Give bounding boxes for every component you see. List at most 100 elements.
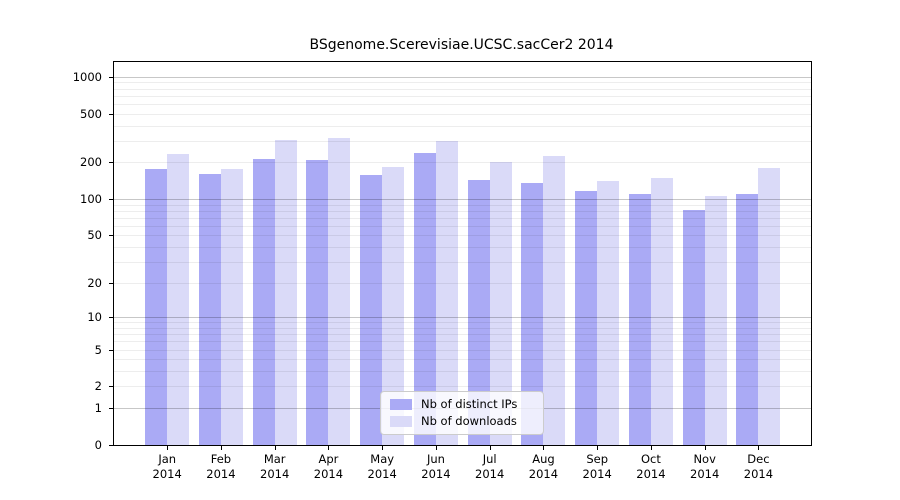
y-tick bbox=[109, 199, 113, 201]
bar-downloads-feb bbox=[220, 168, 243, 445]
y-tick bbox=[109, 445, 113, 446]
x-tick-label-may: May 2014 bbox=[367, 452, 397, 481]
x-tick bbox=[435, 446, 437, 450]
bar-distinct-ips-aug bbox=[521, 182, 544, 445]
gridline-minor bbox=[114, 235, 811, 237]
x-tick bbox=[328, 446, 330, 450]
gridline-minor bbox=[114, 225, 811, 227]
bar-downloads-dec bbox=[758, 167, 781, 445]
y-tick bbox=[109, 349, 113, 351]
bar-distinct-ips-apr bbox=[306, 159, 329, 445]
y-tick-label-2: 2 bbox=[94, 379, 102, 394]
gridline-minor bbox=[114, 282, 811, 284]
gridline-minor bbox=[114, 386, 811, 388]
gridline-major bbox=[114, 76, 811, 78]
bar-distinct-ips-may bbox=[360, 174, 383, 445]
bar-downloads-jun bbox=[435, 140, 458, 445]
y-tick-label-200: 200 bbox=[80, 155, 102, 170]
gridline-minor bbox=[114, 261, 811, 263]
x-tick-label-jun: Jun 2014 bbox=[421, 452, 451, 481]
bar-downloads-oct bbox=[650, 178, 673, 445]
gridline-minor bbox=[114, 327, 811, 329]
x-tick bbox=[650, 446, 652, 450]
bar-downloads-sep bbox=[597, 181, 620, 445]
bar-distinct-ips-mar bbox=[252, 159, 275, 445]
x-tick bbox=[382, 446, 384, 450]
gridline-minor bbox=[114, 217, 811, 219]
bar-downloads-nov bbox=[704, 196, 727, 445]
gridline-minor bbox=[114, 322, 811, 324]
y-tick bbox=[109, 113, 113, 115]
bar-distinct-ips-jul bbox=[467, 180, 490, 445]
bar-distinct-ips-nov bbox=[682, 209, 705, 445]
bar-downloads-jul bbox=[489, 161, 512, 445]
y-tick-label-20: 20 bbox=[87, 275, 102, 290]
y-tick-label-500: 500 bbox=[80, 106, 102, 121]
y-tick-label-5: 5 bbox=[94, 342, 102, 357]
x-tick bbox=[704, 446, 706, 450]
bar-distinct-ips-feb bbox=[198, 174, 221, 445]
y-tick-label-10: 10 bbox=[87, 310, 102, 325]
y-tick-label-1000: 1000 bbox=[72, 69, 102, 84]
x-tick bbox=[758, 446, 760, 450]
gridline-minor bbox=[114, 247, 811, 249]
gridline-major bbox=[114, 317, 811, 319]
legend-item-downloads: Nb of downloads bbox=[390, 415, 534, 428]
gridline-minor bbox=[114, 125, 811, 127]
gridline-minor bbox=[114, 103, 811, 105]
legend-swatch-distinct-ips bbox=[390, 399, 412, 410]
y-tick bbox=[109, 162, 113, 164]
x-tick bbox=[220, 446, 222, 450]
x-tick-label-mar: Mar 2014 bbox=[260, 452, 290, 481]
gridline-minor bbox=[114, 371, 811, 373]
legend: Nb of distinct IPs Nb of downloads bbox=[380, 391, 544, 435]
legend-swatch-downloads bbox=[390, 416, 412, 427]
gridline-minor bbox=[114, 210, 811, 212]
bar-distinct-ips-jan bbox=[145, 168, 168, 445]
x-tick-label-feb: Feb 2014 bbox=[206, 452, 236, 481]
bar-distinct-ips-dec bbox=[736, 193, 759, 445]
x-tick bbox=[543, 446, 545, 450]
bar-downloads-mar bbox=[274, 139, 297, 445]
x-tick-label-dec: Dec 2014 bbox=[743, 452, 774, 481]
legend-label-downloads: Nb of downloads bbox=[421, 414, 517, 428]
y-tick-label-1: 1 bbox=[94, 401, 102, 416]
bar-distinct-ips-jun bbox=[413, 153, 436, 445]
bar-downloads-apr bbox=[328, 138, 351, 445]
gridline-minor bbox=[114, 349, 811, 351]
bar-downloads-aug bbox=[543, 155, 566, 445]
plot-area bbox=[113, 61, 812, 446]
x-tick-label-jan: Jan 2014 bbox=[152, 452, 182, 481]
x-tick bbox=[597, 446, 599, 450]
legend-label-distinct-ips: Nb of distinct IPs bbox=[421, 397, 518, 411]
gridline-minor bbox=[114, 204, 811, 206]
gridline-minor bbox=[114, 82, 811, 84]
y-tick bbox=[109, 235, 113, 237]
gridline-minor bbox=[114, 334, 811, 336]
x-tick-label-nov: Nov 2014 bbox=[690, 452, 720, 481]
gridline-minor bbox=[114, 341, 811, 343]
y-tick bbox=[109, 386, 113, 388]
bar-distinct-ips-sep bbox=[575, 190, 598, 445]
x-tick bbox=[274, 446, 276, 450]
gridline-minor bbox=[114, 162, 811, 164]
y-tick-label-100: 100 bbox=[80, 192, 102, 207]
bar-downloads-jan bbox=[167, 154, 190, 445]
y-tick bbox=[109, 317, 113, 319]
y-tick bbox=[109, 76, 113, 78]
y-tick bbox=[109, 408, 113, 410]
bar-distinct-ips-oct bbox=[628, 194, 651, 445]
gridline-major bbox=[114, 199, 811, 201]
gridline-minor bbox=[114, 140, 811, 142]
legend-item-distinct-ips: Nb of distinct IPs bbox=[390, 398, 534, 411]
chart-title: BSgenome.Scerevisiae.UCSC.sacCer2 2014 bbox=[309, 37, 614, 53]
x-tick-label-oct: Oct 2014 bbox=[636, 452, 666, 481]
gridline-minor bbox=[114, 95, 811, 97]
x-tick-label-aug: Aug 2014 bbox=[528, 452, 559, 481]
x-tick bbox=[489, 446, 491, 450]
x-tick-label-jul: Jul 2014 bbox=[475, 452, 505, 481]
y-tick-label-0: 0 bbox=[94, 438, 102, 452]
gridline-minor bbox=[114, 359, 811, 361]
x-tick-label-apr: Apr 2014 bbox=[313, 452, 344, 481]
